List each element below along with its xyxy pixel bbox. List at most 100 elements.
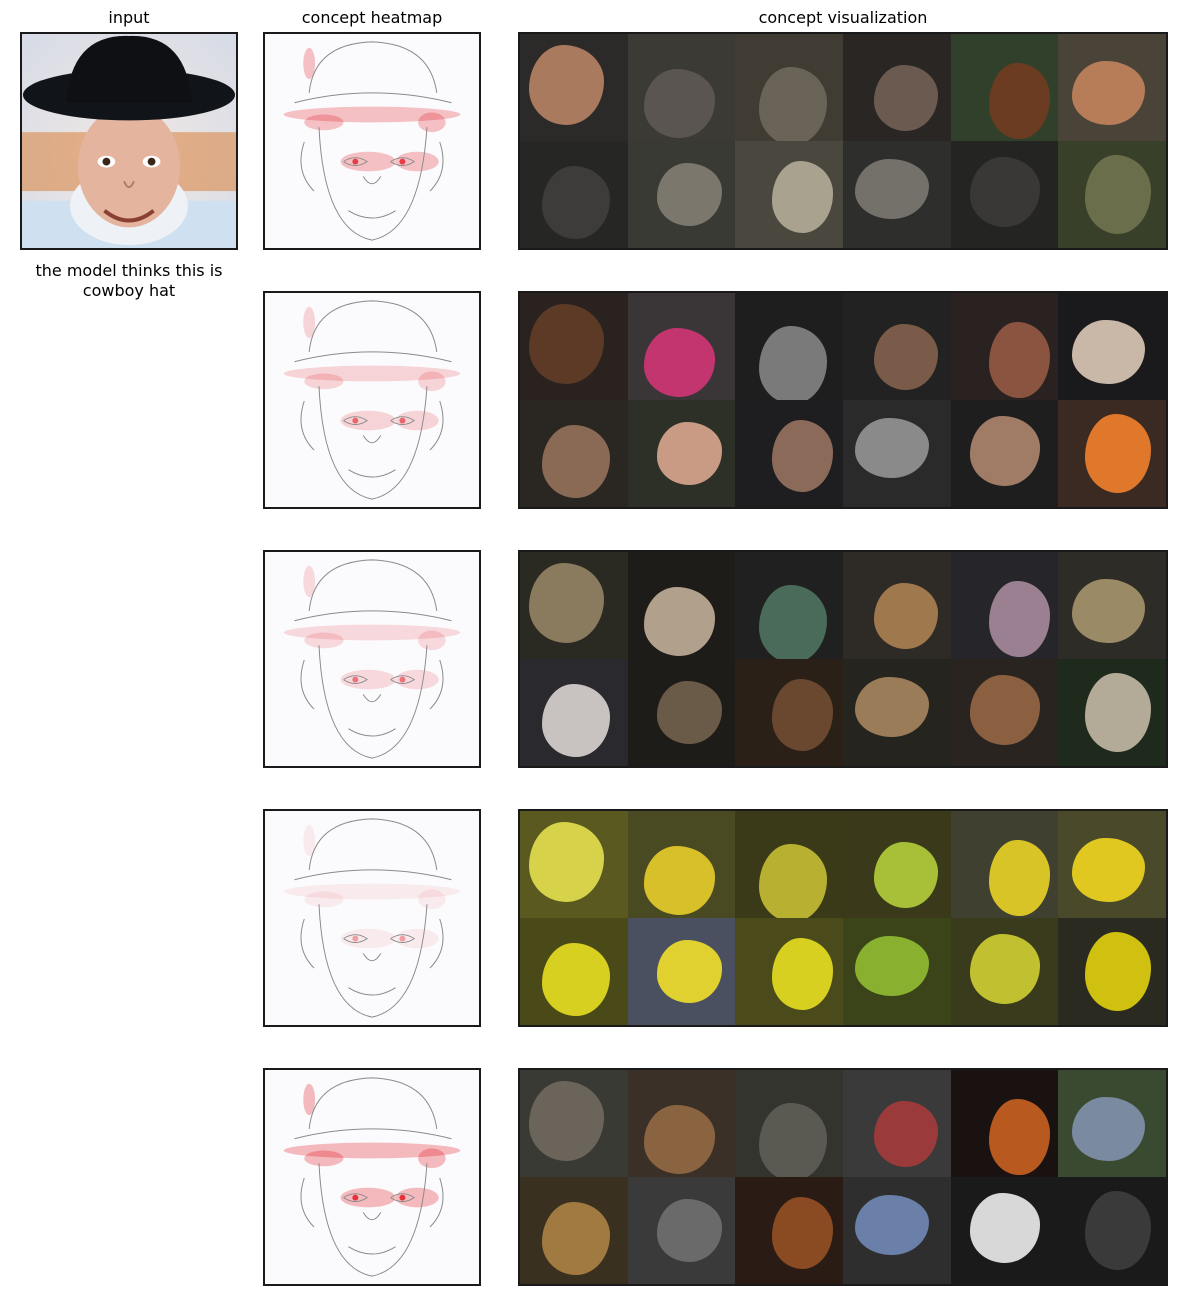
concept-example-image [950, 659, 1059, 766]
concept-example-image [520, 552, 628, 659]
concept-mask-region [643, 328, 716, 397]
concept-mask-region [989, 321, 1050, 398]
concept-example-image [520, 1177, 628, 1284]
concept-mask-region [528, 303, 604, 384]
concept-example-image [735, 811, 843, 918]
concept-visualization-grid [518, 1068, 1168, 1286]
concept-example-image [735, 1070, 843, 1177]
concept-example-image [842, 34, 951, 141]
concept-visualization-grid [518, 32, 1168, 250]
concept-mask-region [1072, 837, 1145, 902]
concept-mask-region [528, 44, 604, 125]
concept-example-image [842, 659, 951, 766]
concept-example-image [627, 659, 736, 766]
concept-example-image [1058, 34, 1166, 141]
concept-example-image [842, 552, 951, 659]
concept-example-image [842, 918, 951, 1025]
concept-mask-region [643, 587, 716, 656]
concept-mask-region [989, 62, 1050, 139]
concept-mask-region [541, 683, 611, 758]
concept-mask-region [854, 1195, 929, 1256]
concept-example-image [1058, 659, 1166, 766]
concept-example-image [842, 1070, 951, 1177]
concept-mask-region [874, 842, 939, 909]
concept-example-image [842, 141, 951, 248]
concept-example-image [842, 400, 951, 507]
concept-example-image [520, 34, 628, 141]
concept-example-image [950, 811, 1059, 918]
concept-mask-region [759, 1103, 827, 1177]
concept-mask-region [970, 1193, 1041, 1263]
concept-mask-region [854, 936, 929, 997]
concept-mask-region [759, 67, 827, 141]
concept-mask-region [1085, 672, 1152, 753]
concept-mask-region [874, 583, 939, 650]
concept-mask-region [771, 1197, 834, 1270]
concept-example-image [627, 293, 736, 400]
concept-mask-region [1072, 578, 1145, 643]
concept-mask-region [528, 821, 604, 902]
concept-example-image [627, 918, 736, 1025]
concept-mask-region [656, 163, 722, 226]
concept-example-image [520, 293, 628, 400]
concept-example-image [1058, 400, 1166, 507]
concept-example-image [950, 918, 1059, 1025]
concept-example-image [1058, 141, 1166, 248]
concept-mask-region [1085, 1190, 1152, 1271]
input-image [20, 32, 238, 250]
concept-example-image [627, 552, 736, 659]
concept-example-image [1058, 293, 1166, 400]
concept-mask-region [771, 679, 834, 752]
concept-heatmap [263, 291, 481, 509]
concept-visualization-grid [518, 291, 1168, 509]
concept-visualization-grid [518, 809, 1168, 1027]
concept-example-image [627, 34, 736, 141]
concept-mask-region [989, 839, 1050, 916]
concept-example-image [735, 400, 843, 507]
concept-mask-region [541, 165, 611, 240]
concept-mask-region [771, 161, 834, 234]
visualization-column-title: concept visualization [758, 8, 928, 27]
concept-mask-region [1085, 413, 1152, 494]
heatmap-column-title: concept heatmap [301, 8, 443, 27]
concept-example-image [735, 918, 843, 1025]
concept-heatmap [263, 1068, 481, 1286]
concept-mask-region [989, 580, 1050, 657]
input-column-title: input [108, 8, 150, 27]
concept-example-image [950, 34, 1059, 141]
concept-heatmap [263, 550, 481, 768]
concept-mask-region [874, 324, 939, 391]
concept-example-image [735, 552, 843, 659]
concept-example-image [735, 34, 843, 141]
concept-example-image [520, 1070, 628, 1177]
concept-example-image [735, 141, 843, 248]
concept-mask-region [528, 562, 604, 643]
concept-mask-region [970, 934, 1041, 1004]
concept-example-image [627, 811, 736, 918]
concept-example-image [520, 141, 628, 248]
concept-mask-region [541, 424, 611, 499]
concept-mask-region [656, 940, 722, 1003]
concept-mask-region [989, 1098, 1050, 1175]
concept-example-image [1058, 918, 1166, 1025]
concept-example-image [842, 293, 951, 400]
concept-mask-region [970, 675, 1041, 745]
concept-example-image [627, 1177, 736, 1284]
concept-example-image [520, 918, 628, 1025]
concept-mask-region [1085, 931, 1152, 1012]
concept-mask-region [854, 677, 929, 738]
concept-mask-region [541, 1201, 611, 1276]
concept-mask-region [771, 420, 834, 493]
concept-mask-region [874, 65, 939, 132]
concept-example-image [1058, 552, 1166, 659]
concept-mask-region [759, 844, 827, 918]
concept-mask-region [656, 1199, 722, 1262]
concept-mask-region [970, 157, 1041, 227]
concept-mask-region [759, 585, 827, 659]
concept-mask-region [1072, 319, 1145, 384]
concept-mask-region [643, 846, 716, 915]
concept-heatmap [263, 809, 481, 1027]
concept-example-image [842, 811, 951, 918]
concept-mask-region [771, 938, 834, 1011]
concept-example-image [520, 811, 628, 918]
